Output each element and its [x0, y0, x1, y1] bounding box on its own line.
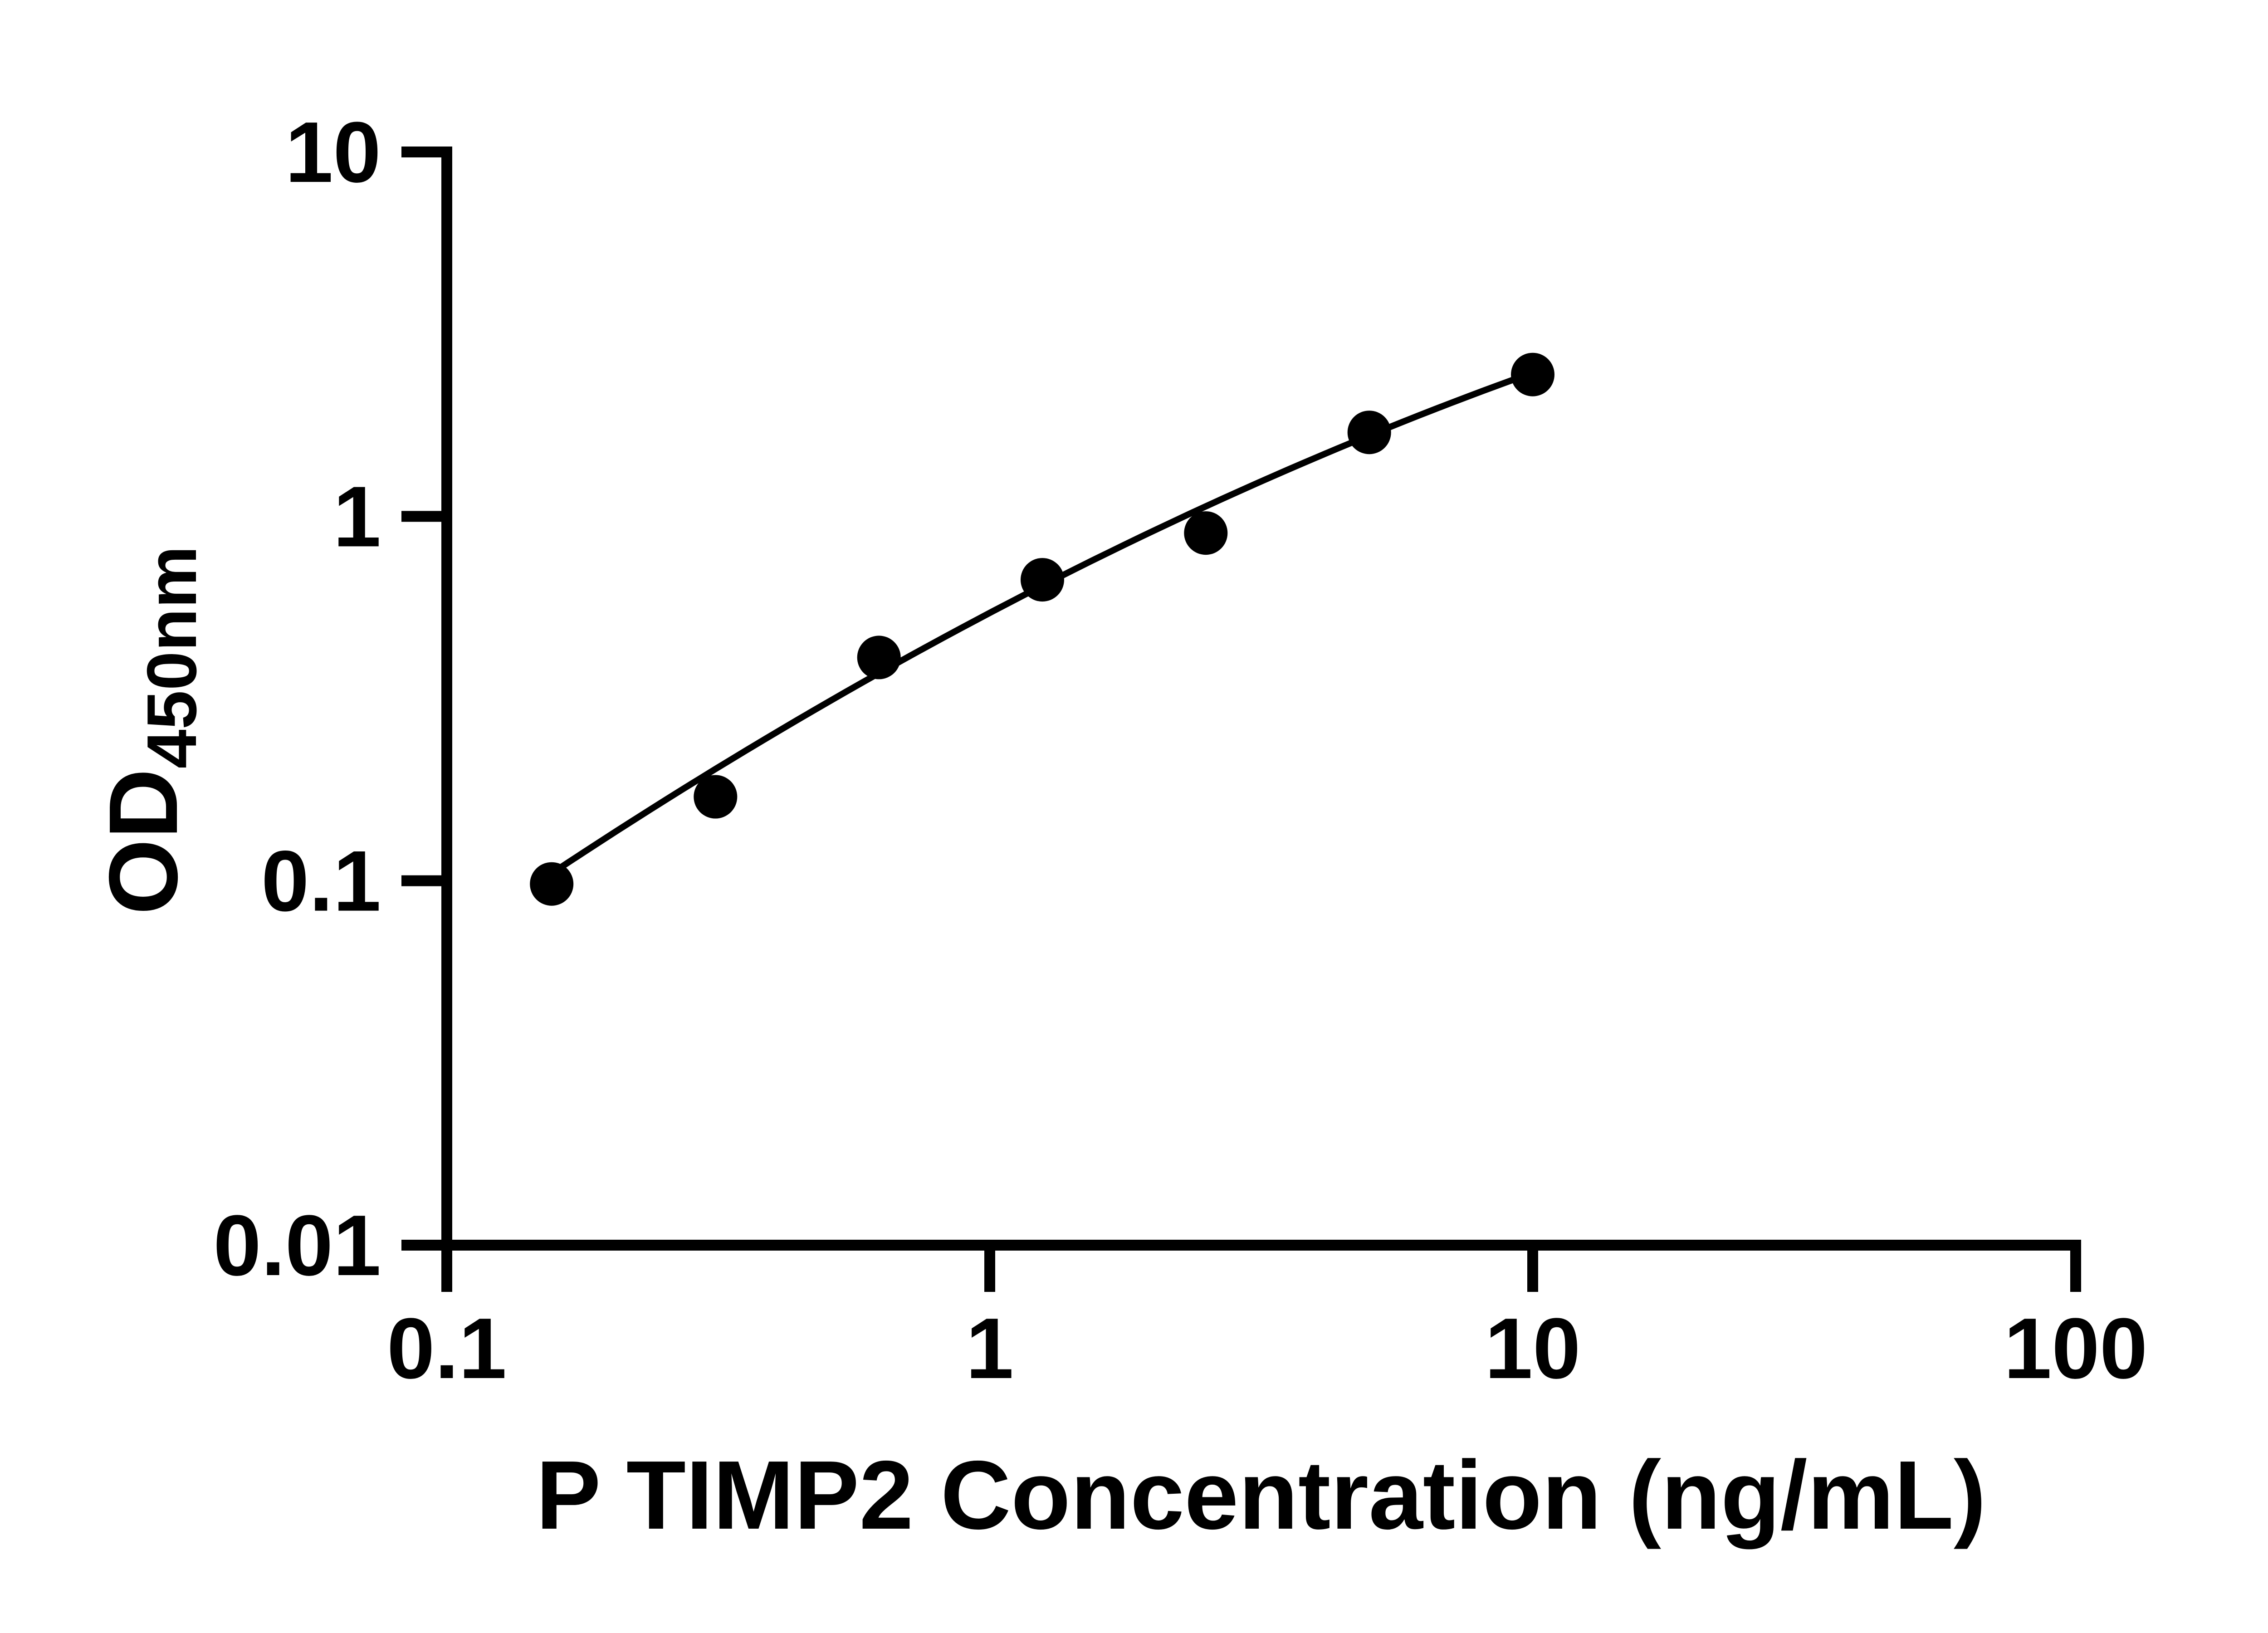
data-point: [1021, 558, 1064, 602]
x-tick-label: 10: [1485, 1301, 1580, 1397]
y-axis-tick-labels: 0.01 0.1 1 10: [213, 104, 381, 1294]
data-point: [530, 862, 574, 906]
x-axis-ticks: [441, 1245, 2081, 1292]
data-point: [1184, 511, 1228, 555]
data-point: [694, 775, 738, 819]
y-tick-label: 10: [285, 104, 381, 200]
y-tick-label: 0.1: [261, 833, 381, 929]
x-tick-label: 0.1: [387, 1301, 507, 1397]
data-point: [857, 636, 901, 680]
x-tick-label: 100: [2004, 1301, 2147, 1397]
y-axis-title-main: OD: [88, 768, 198, 915]
y-tick-label: 1: [333, 469, 381, 565]
x-axis: 0.1 1 10 100: [387, 1240, 2148, 1397]
y-tick-label: 0.01: [213, 1198, 381, 1294]
data-point: [1511, 352, 1554, 396]
data-points: [530, 352, 1554, 906]
data-point: [1347, 411, 1391, 455]
y-axis-title-subscript: 450nm: [132, 546, 211, 768]
y-axis: 0.01 0.1 1 10: [213, 104, 452, 1294]
x-tick-label: 1: [966, 1301, 1014, 1397]
x-axis-title: P TIMP2 Concentration (ng/mL): [536, 1440, 1986, 1550]
x-axis-tick-labels: 0.1 1 10 100: [387, 1301, 2148, 1397]
y-axis-title: OD450nm: [88, 546, 211, 915]
